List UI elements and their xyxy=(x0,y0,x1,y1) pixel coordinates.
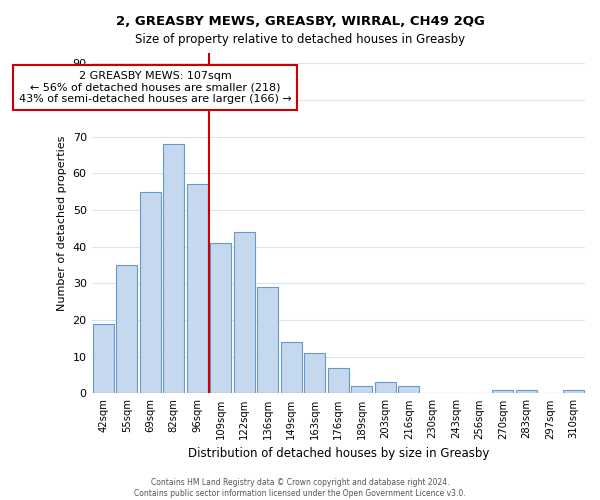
Y-axis label: Number of detached properties: Number of detached properties xyxy=(57,136,67,310)
Text: Size of property relative to detached houses in Greasby: Size of property relative to detached ho… xyxy=(135,32,465,46)
Bar xyxy=(375,382,396,394)
Text: 2 GREASBY MEWS: 107sqm
← 56% of detached houses are smaller (218)
43% of semi-de: 2 GREASBY MEWS: 107sqm ← 56% of detached… xyxy=(19,71,292,104)
Bar xyxy=(93,324,114,394)
Bar xyxy=(140,192,161,394)
Bar xyxy=(351,386,373,394)
Bar xyxy=(563,390,584,394)
Bar xyxy=(515,390,537,394)
Bar xyxy=(163,144,184,394)
Bar xyxy=(210,243,232,394)
Bar xyxy=(257,287,278,394)
Bar xyxy=(492,390,514,394)
Text: 2, GREASBY MEWS, GREASBY, WIRRAL, CH49 2QG: 2, GREASBY MEWS, GREASBY, WIRRAL, CH49 2… xyxy=(116,15,484,28)
Text: Contains HM Land Registry data © Crown copyright and database right 2024.
Contai: Contains HM Land Registry data © Crown c… xyxy=(134,478,466,498)
Bar xyxy=(398,386,419,394)
Bar xyxy=(304,353,325,394)
Bar xyxy=(187,184,208,394)
X-axis label: Distribution of detached houses by size in Greasby: Distribution of detached houses by size … xyxy=(188,447,489,460)
Bar xyxy=(234,232,255,394)
Bar xyxy=(328,368,349,394)
Bar xyxy=(116,265,137,394)
Bar xyxy=(281,342,302,394)
